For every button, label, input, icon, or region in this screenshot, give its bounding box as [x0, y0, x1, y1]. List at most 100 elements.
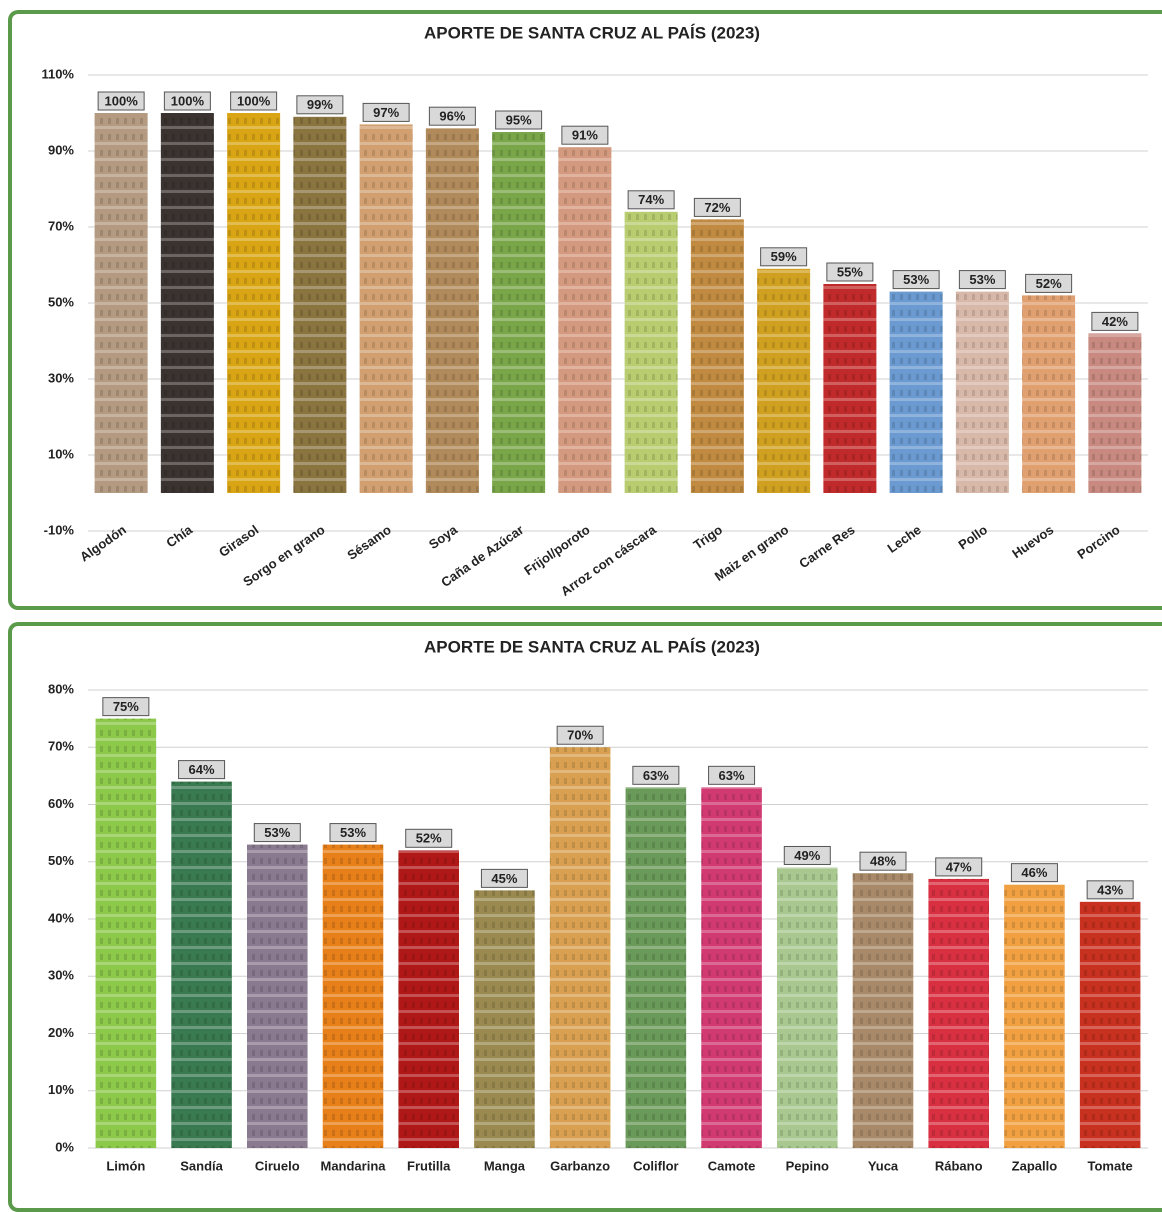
- bar-texture: [171, 781, 232, 1148]
- value-label: 75%: [113, 699, 139, 714]
- value-label-box: [935, 857, 983, 877]
- value-label: 100%: [105, 93, 139, 108]
- chart: APORTE DE SANTA CRUZ AL PAÍS (2023) 0% 10…: [48, 637, 1148, 1173]
- value-label-box: [480, 868, 528, 888]
- x-tick-label: Porcino: [1074, 522, 1122, 562]
- value-label-box: [1010, 863, 1058, 883]
- bar-texture: [955, 291, 1009, 493]
- value-label-box: [495, 110, 543, 130]
- x-tick-label: Tomate: [1088, 1158, 1133, 1173]
- value-label-box: [1086, 880, 1134, 900]
- value-label: 95%: [506, 112, 532, 127]
- bar-texture: [1004, 884, 1065, 1148]
- value-label-box: [102, 697, 150, 717]
- bar-texture: [777, 867, 838, 1148]
- bar-texture: [425, 128, 479, 493]
- value-label: 52%: [1036, 276, 1062, 291]
- x-tick-label: Pollo: [955, 522, 990, 553]
- value-label-box: [97, 91, 145, 111]
- value-label: 46%: [1021, 865, 1047, 880]
- x-tick-label: Garbanzo: [550, 1158, 610, 1173]
- chart-title: APORTE DE SANTA CRUZ AL PAÍS (2023): [424, 637, 760, 656]
- y-tick-label: 60%: [48, 796, 74, 811]
- value-label-box: [405, 828, 453, 848]
- value-label-box: [362, 102, 410, 122]
- x-tick-label: Rábano: [935, 1158, 983, 1173]
- bar-texture: [160, 113, 214, 493]
- value-label: 99%: [307, 97, 333, 112]
- value-label: 45%: [491, 871, 517, 886]
- bar-texture: [95, 718, 157, 1148]
- x-tick-label: Pepino: [786, 1158, 829, 1173]
- x-tick-label: Camote: [708, 1158, 756, 1173]
- bar-texture: [852, 873, 914, 1148]
- x-tick-label: Leche: [884, 522, 923, 556]
- x-tick-label: Frutilla: [407, 1158, 451, 1173]
- x-tick-label: Zapallo: [1012, 1158, 1058, 1173]
- value-label: 97%: [373, 105, 399, 120]
- bar-texture: [94, 113, 148, 493]
- value-label-box: [859, 851, 907, 871]
- value-label-box: [627, 190, 675, 210]
- bar-texture: [474, 890, 535, 1148]
- value-label-box: [1025, 273, 1073, 293]
- bar-texture: [227, 113, 281, 493]
- bar-texture: [293, 116, 347, 494]
- bar-texture: [1088, 333, 1142, 493]
- value-label-box: [163, 91, 211, 111]
- y-tick-label: 70%: [48, 218, 74, 233]
- value-label-box: [428, 106, 476, 126]
- x-tick-label: Chía: [163, 522, 195, 551]
- y-tick-label: 10%: [48, 446, 74, 461]
- bar-texture: [625, 787, 687, 1148]
- chart-title: APORTE DE SANTA CRUZ AL PAÍS (2023): [424, 23, 760, 42]
- bar-texture: [928, 878, 989, 1148]
- bar-texture: [322, 844, 384, 1148]
- bar-texture: [889, 291, 943, 493]
- value-label-box: [693, 197, 741, 217]
- value-label-box: [632, 765, 680, 785]
- bar-texture: [1022, 295, 1076, 493]
- value-label-box: [892, 270, 940, 290]
- value-label: 91%: [572, 128, 598, 143]
- value-label-box: [783, 845, 831, 865]
- bar-texture: [558, 147, 612, 493]
- y-tick-label: 50%: [48, 853, 74, 868]
- bar-texture: [398, 850, 459, 1148]
- value-label: 72%: [704, 200, 730, 215]
- x-tick-label: Yuca: [868, 1158, 899, 1173]
- y-tick-label: 80%: [48, 681, 74, 696]
- x-tick-label: Trigo: [690, 522, 725, 553]
- value-label-box: [760, 247, 808, 267]
- value-label: 100%: [237, 93, 271, 108]
- value-label-box: [329, 823, 377, 843]
- bar-texture: [690, 219, 744, 493]
- bar-texture: [701, 787, 762, 1148]
- x-tick-label: Girasol: [216, 522, 261, 560]
- bar-texture: [1079, 901, 1141, 1148]
- value-label-box: [296, 95, 344, 115]
- x-tick-label: Sésamo: [344, 522, 393, 563]
- value-label-box: [561, 125, 609, 145]
- y-tick-label: 20%: [48, 1025, 74, 1040]
- x-tick-label: Mandarina: [320, 1158, 386, 1173]
- value-label: 63%: [719, 768, 745, 783]
- bar-texture: [549, 747, 611, 1148]
- x-tick-label: Manga: [484, 1158, 526, 1173]
- x-tick-label: Coliflor: [633, 1158, 679, 1173]
- x-tick-label: Soya: [426, 522, 461, 553]
- value-label: 49%: [794, 848, 820, 863]
- y-tick-label: 40%: [48, 910, 74, 925]
- value-label: 63%: [643, 768, 669, 783]
- y-tick-label: 70%: [48, 739, 74, 754]
- y-tick-label: 10%: [48, 1082, 74, 1097]
- value-label: 47%: [946, 859, 972, 874]
- value-label: 53%: [903, 272, 929, 287]
- x-tick-label: Carne Res: [796, 522, 857, 571]
- value-label: 52%: [416, 831, 442, 846]
- value-label-box: [230, 91, 278, 111]
- value-label: 43%: [1097, 882, 1123, 897]
- x-tick-label: Sandía: [180, 1158, 223, 1173]
- value-label: 70%: [567, 728, 593, 743]
